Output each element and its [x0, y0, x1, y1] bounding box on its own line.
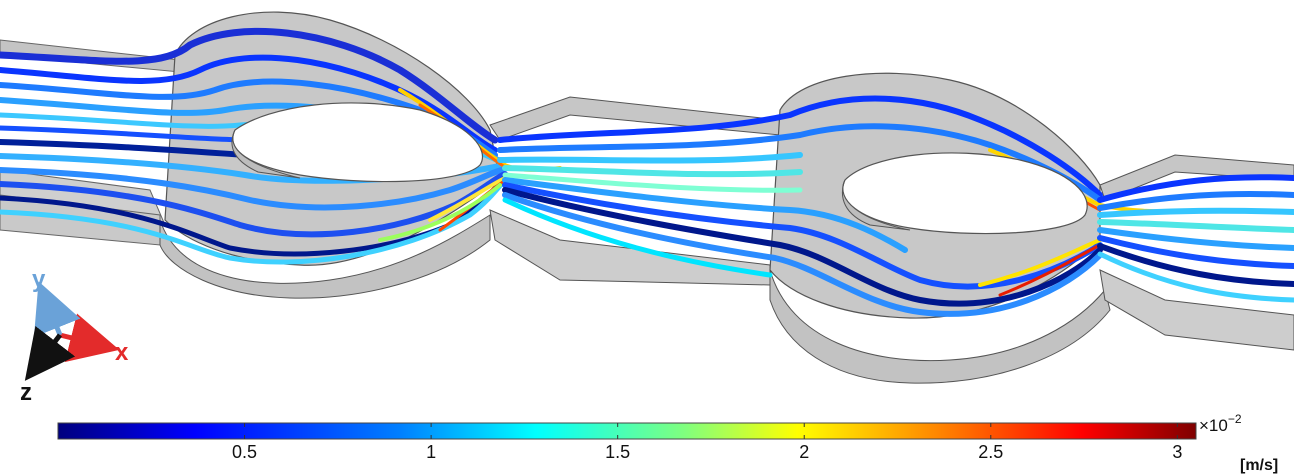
hole-2: [842, 152, 1088, 235]
z-axis-label: z: [20, 379, 32, 406]
colorbar: 0.5 1 1.5 2 2.5 3 ×10−2 [m/s]: [57, 412, 1278, 474]
bulge-2-skirt: [769, 269, 1111, 384]
colorbar-tick-label: 0.5: [232, 442, 257, 462]
hole-1: [232, 102, 484, 183]
x-axis-arrow: [59, 313, 120, 362]
axis-triad: x y z: [20, 266, 129, 406]
z-axis-arrow: [24, 325, 76, 381]
colorbar-tick-label: 3: [1172, 442, 1182, 462]
colorbar-unit: [m/s]: [1240, 457, 1278, 474]
colorbar-tick-label: 1: [426, 442, 436, 462]
colorbar-tick-label: 1.5: [605, 442, 630, 462]
channel-holes: [231, 102, 1088, 235]
outlet-side-wall: [1099, 269, 1294, 351]
colorbar-ticks: 0.5 1 1.5 2 2.5 3: [232, 423, 1182, 462]
x-axis-label: x: [115, 339, 129, 366]
colorbar-gradient: [57, 422, 1197, 440]
y-axis-label: y: [32, 266, 46, 293]
y-axis-arrow: [33, 281, 81, 338]
colorbar-tick-label: 2: [799, 442, 809, 462]
colorbar-multiplier: ×10−2: [1199, 412, 1242, 435]
colorbar-tick-label: 2.5: [978, 442, 1003, 462]
bulge-1-skirt: [159, 214, 491, 299]
